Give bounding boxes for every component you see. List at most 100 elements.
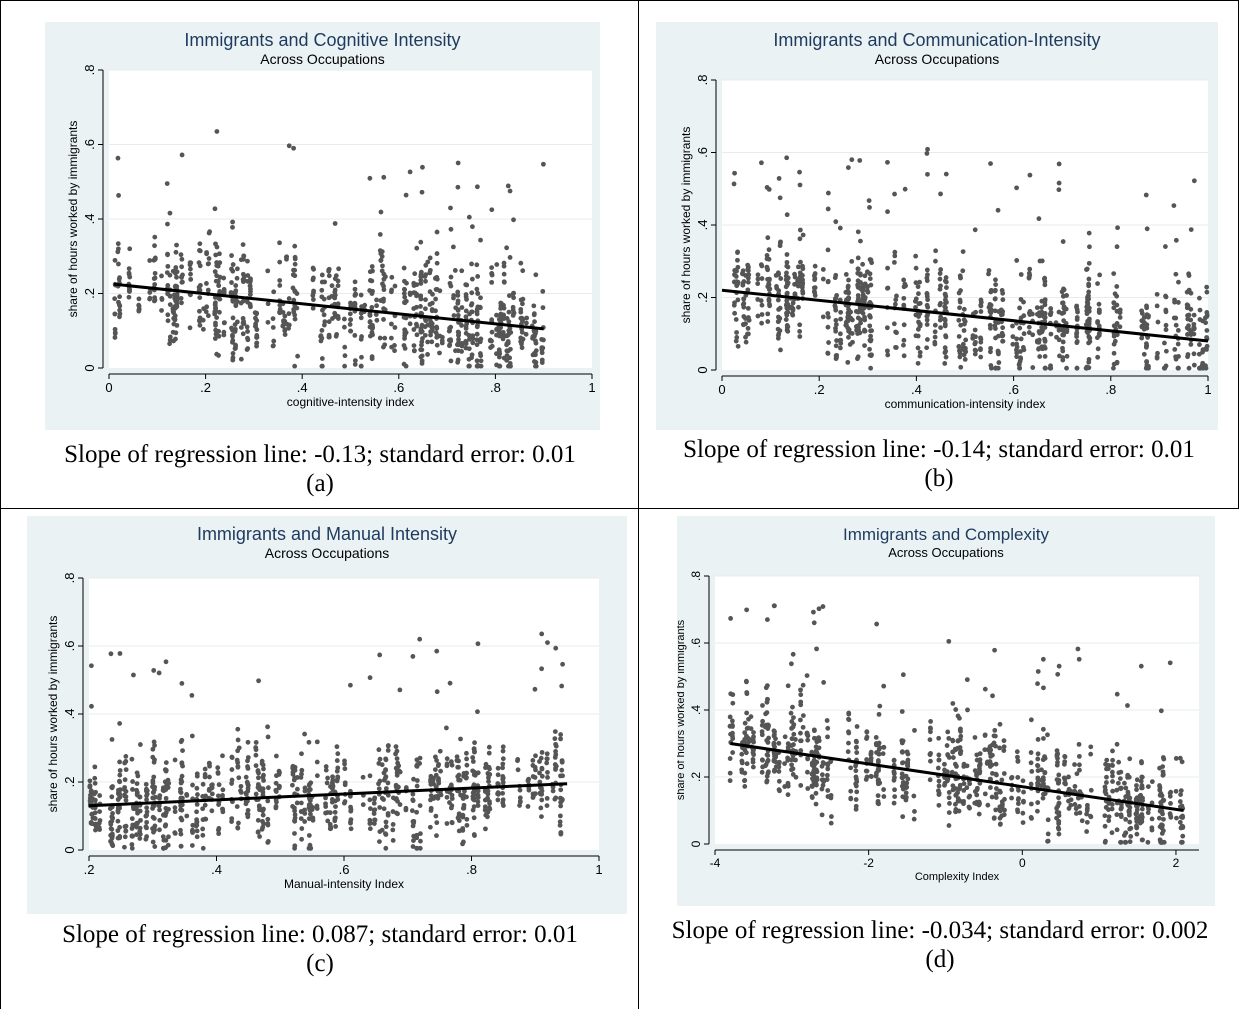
scatter-point (320, 307, 325, 313)
scatter-point (252, 310, 258, 316)
scatter-point (494, 332, 499, 338)
scatter-point (954, 791, 959, 797)
scatter-point (1144, 226, 1150, 232)
scatter-point (523, 331, 529, 337)
scatter-point (433, 813, 439, 819)
scatter-point (1062, 780, 1067, 786)
scatter-point (423, 306, 428, 312)
scatter-point (545, 770, 550, 775)
caption-text-b: Slope of regression line: -0.14; standar… (683, 436, 1195, 463)
scatter-point (511, 295, 516, 301)
scatter-point (127, 289, 132, 294)
scatter-point (1061, 287, 1067, 293)
scatter-point (352, 303, 358, 309)
scatter-point (901, 322, 907, 328)
scatter-point (173, 265, 179, 270)
scatter-point (974, 771, 979, 777)
scatter-point (259, 758, 265, 764)
scatter-point (173, 336, 178, 342)
scatter-point (501, 279, 507, 285)
scatter-point (292, 815, 298, 821)
scatter-point (241, 321, 247, 327)
scatter-point (1127, 756, 1133, 762)
scatter-point (418, 272, 424, 278)
scatter-point (867, 323, 873, 329)
scatter-point (1203, 315, 1208, 321)
scatter-point (507, 325, 513, 331)
scatter-point (518, 297, 524, 303)
scatter-point (755, 272, 761, 278)
scatter-point (791, 715, 796, 721)
scatter-point (341, 324, 347, 330)
scatter-point (764, 778, 770, 784)
scatter-point (1072, 762, 1077, 767)
scatter-point (988, 161, 993, 167)
scatter-point (477, 351, 483, 356)
scatter-point (857, 158, 863, 163)
scatter-point (1121, 832, 1127, 838)
scatter-point (778, 239, 783, 245)
scatter-point (733, 317, 739, 322)
scatter-point (947, 801, 952, 806)
scatter-point (190, 822, 196, 828)
scatter-point (519, 339, 525, 345)
scatter-point (379, 254, 385, 259)
scatter-point (174, 242, 179, 248)
scatter-point (254, 335, 259, 340)
scatter-point (455, 359, 461, 365)
scatter-point (455, 815, 461, 821)
scatter-point (152, 827, 158, 833)
scatter-point (377, 805, 383, 810)
scatter-point (410, 844, 416, 849)
scatter-point (798, 259, 803, 265)
scatter-point (1009, 795, 1014, 801)
scatter-point (1062, 776, 1068, 782)
scatter-point (504, 348, 510, 354)
scatter-point (489, 338, 494, 344)
scatter-point (854, 750, 860, 755)
scatter-point (927, 737, 933, 743)
scatter-point (319, 356, 325, 361)
scatter-point (1106, 807, 1111, 812)
scatter-point (310, 805, 316, 810)
scatter-point (553, 645, 559, 651)
scatter-point (282, 332, 288, 337)
scatter-point (938, 267, 944, 272)
scatter-point (759, 320, 765, 326)
scatter-point (367, 175, 373, 181)
scatter-point (230, 224, 235, 230)
scatter-point (1061, 328, 1067, 334)
scatter-point (500, 748, 506, 754)
scatter-point (143, 781, 149, 787)
scatter-point (188, 276, 194, 282)
scatter-point (1123, 839, 1129, 845)
scatter-point (295, 353, 301, 359)
scatter-point (825, 350, 831, 356)
scatter-point (1096, 310, 1102, 315)
scatter-point (474, 331, 480, 337)
scatter-point (434, 820, 440, 826)
scatter-point (284, 321, 290, 327)
scatter-point (838, 316, 844, 322)
scatter-point (1134, 787, 1139, 793)
scatter-point (1020, 820, 1026, 825)
scatter-point (434, 833, 439, 839)
scatter-point (946, 823, 952, 828)
scatter-point (784, 212, 790, 218)
scatter-point (1168, 801, 1173, 806)
scatter-point (508, 330, 514, 335)
scatter-point (784, 259, 790, 265)
y-tick-label: .8 (695, 75, 710, 86)
scatter-point (958, 364, 964, 370)
scatter-point (444, 794, 450, 800)
scatter-point (993, 319, 998, 325)
scatter-point (1014, 354, 1020, 360)
scatter-point (1134, 824, 1140, 830)
scatter-point (410, 791, 416, 797)
scatter-point (286, 296, 292, 301)
scatter-point (853, 768, 859, 774)
scatter-point (862, 343, 867, 349)
scatter-point (1048, 365, 1054, 371)
scatter-point (197, 318, 203, 324)
scatter-point (942, 317, 948, 322)
